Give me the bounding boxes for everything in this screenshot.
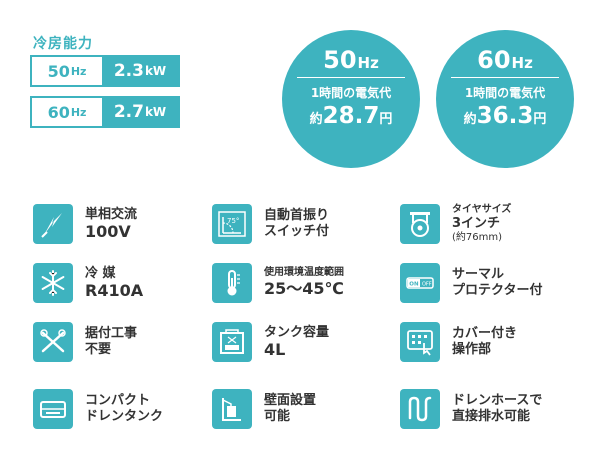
cost-label: 1時間の電気代 <box>310 86 392 100</box>
feature-value: R410A <box>85 281 144 301</box>
circle-hz-50: 50Hz <box>323 46 379 74</box>
feature-label: 冷 媒 <box>85 265 116 281</box>
feature-value: 不要 <box>85 342 112 357</box>
feature-thermal: ON OFF サーマル プロテクター付 <box>400 263 542 303</box>
capacity-hz-50: 50 Hz <box>32 57 102 85</box>
swing-angle-icon: 75° <box>212 204 252 244</box>
feature-label: 据付工事 <box>85 326 138 342</box>
capacity-kw-60: 2.7 kW <box>102 98 178 126</box>
capacity-row-50hz: 50 Hz 2.3 kW <box>30 55 180 87</box>
caster-wheel-icon <box>400 204 440 244</box>
feature-temperature: 使用環境温度範囲 25〜45℃ <box>212 263 344 303</box>
feature-no-install: 据付工事 不要 <box>33 322 137 362</box>
capacity-hz-60: 60 Hz <box>32 98 102 126</box>
feature-label: ドレンホースで <box>452 393 543 409</box>
wall-mount-icon <box>212 389 252 429</box>
feature-compact: コンパクト ドレンタンク <box>33 389 163 429</box>
feature-label: サーマル <box>452 267 505 283</box>
control-panel-icon <box>400 322 440 362</box>
feature-label: タンク容量 <box>264 324 330 340</box>
snowflake-icon <box>33 263 73 303</box>
cost-price-50: 約28.7円 <box>309 103 393 129</box>
cost-price-60: 約36.3円 <box>463 103 547 129</box>
svg-text:75°: 75° <box>227 217 239 225</box>
svg-text:ON: ON <box>409 281 419 287</box>
feature-value: プロテクター付 <box>452 283 543 298</box>
thermometer-icon <box>212 263 252 303</box>
feature-value: 可能 <box>264 409 291 424</box>
feature-label: 使用環境温度範囲 <box>264 267 344 279</box>
drain-hose-icon <box>400 389 440 429</box>
feature-tank: タンク容量 4L <box>212 322 329 362</box>
no-tools-icon <box>33 322 73 362</box>
feature-value: 3インチ <box>452 216 501 232</box>
feature-label: 単相交流 <box>85 206 138 222</box>
feature-note: (約76mm) <box>452 231 503 243</box>
water-tank-icon <box>212 322 252 362</box>
feature-hose: ドレンホースで 直接排水可能 <box>400 389 542 429</box>
capacity-row-60hz: 60 Hz 2.7 kW <box>30 96 180 128</box>
on-off-switch-icon: ON OFF <box>400 263 440 303</box>
feature-label: コンパクト <box>85 393 151 409</box>
feature-wall: 壁面設置 可能 <box>212 389 316 429</box>
cooling-capacity-title: 冷房能力 <box>33 36 93 52</box>
lightning-plug-icon <box>33 204 73 244</box>
feature-single-phase: 単相交流 100V <box>33 204 137 244</box>
svg-text:OFF: OFF <box>422 281 432 287</box>
feature-value: 4L <box>264 340 286 360</box>
feature-cover: カバー付き 操作部 <box>400 322 517 362</box>
feature-tire: タイヤサイズ 3インチ (約76mm) <box>400 204 511 244</box>
feature-swing: 75° 自動首振り スイッチ付 <box>212 204 329 244</box>
feature-label: カバー付き <box>452 326 518 342</box>
feature-value: 100V <box>85 222 131 242</box>
feature-value: 25〜45℃ <box>264 279 344 299</box>
feature-value: 操作部 <box>452 342 492 357</box>
feature-value: ドレンタンク <box>85 409 164 424</box>
divider <box>297 77 405 78</box>
capacity-kw-50: 2.3 kW <box>102 57 178 85</box>
feature-label: タイヤサイズ <box>452 204 512 216</box>
feature-value: 直接排水可能 <box>452 409 531 424</box>
feature-label: 自動首振り <box>264 208 330 224</box>
electricity-cost-50hz: 50Hz 1時間の電気代 約28.7円 <box>282 30 420 168</box>
divider <box>451 77 559 78</box>
electricity-cost-60hz: 60Hz 1時間の電気代 約36.3円 <box>436 30 574 168</box>
feature-value: スイッチ付 <box>264 224 330 239</box>
drain-tank-icon <box>33 389 73 429</box>
cost-label: 1時間の電気代 <box>464 86 546 100</box>
feature-label: 壁面設置 <box>264 393 317 409</box>
feature-refrigerant: 冷 媒 R410A <box>33 263 143 303</box>
circle-hz-60: 60Hz <box>477 46 533 74</box>
